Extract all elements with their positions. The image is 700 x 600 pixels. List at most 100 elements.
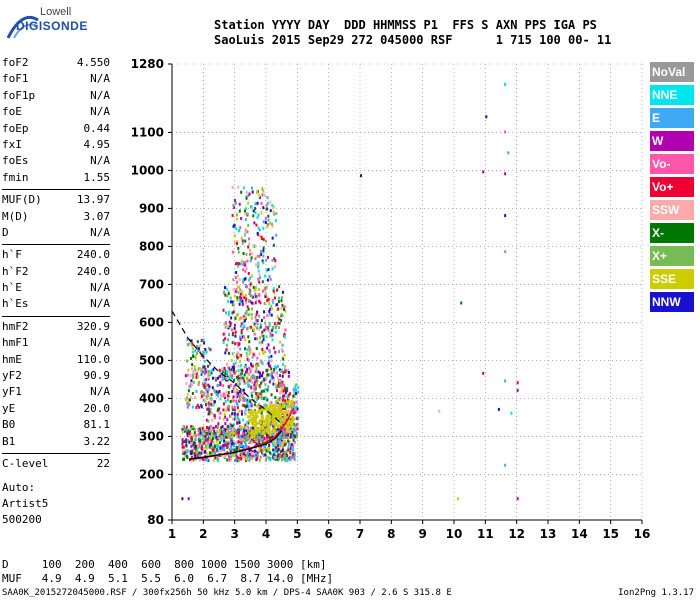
echo-point [255, 263, 258, 267]
echo-point [203, 449, 206, 453]
echo-point [186, 434, 189, 438]
echo-point [205, 402, 208, 406]
echo-point [250, 386, 253, 390]
echo-point [264, 377, 267, 381]
param-value: 4.550 [76, 56, 110, 69]
echo-point [252, 209, 255, 213]
echo-point [185, 428, 188, 432]
echo-point [236, 298, 239, 302]
echo-point [246, 398, 249, 402]
echo-point [280, 306, 283, 310]
echo-point [258, 459, 261, 463]
echo-point-sse [263, 406, 267, 410]
echo-point [206, 407, 209, 411]
echo-point [222, 308, 225, 312]
echo-point [252, 352, 255, 356]
echo-point [204, 370, 207, 374]
echo-point [296, 427, 299, 431]
echo-point [247, 421, 250, 425]
echo-point [202, 439, 205, 443]
echo-point [256, 435, 259, 439]
echo-point [297, 385, 300, 389]
echo-point [222, 392, 225, 396]
echo-point [227, 453, 230, 457]
echo-point [246, 348, 249, 352]
echo-point [283, 427, 286, 431]
echo-point [214, 451, 217, 455]
echo-point [239, 347, 242, 351]
echo-point [238, 443, 241, 447]
echo-point [275, 403, 278, 407]
echo-point [181, 445, 184, 449]
echo-point [223, 332, 226, 336]
echo-point [287, 426, 290, 430]
echo-point [256, 356, 259, 360]
echo-point-sse [262, 420, 266, 424]
echo-point [216, 426, 219, 430]
echo-point [189, 385, 192, 389]
echo-point [242, 432, 245, 436]
echo-point-sse [290, 415, 294, 419]
echo-point [191, 346, 194, 350]
echo-point [257, 269, 260, 273]
echo-point [215, 448, 218, 452]
echo-point [272, 424, 275, 428]
echo-point [181, 430, 184, 434]
echo-point [275, 330, 278, 334]
param-value: N/A [90, 336, 110, 350]
echo-point [232, 288, 235, 292]
echo-point [234, 428, 237, 432]
echo-point [263, 447, 266, 451]
echo-point [222, 402, 225, 406]
echo-point-sse [267, 422, 271, 426]
isolated-echo [504, 214, 507, 218]
echo-point [284, 450, 287, 454]
echo-point [245, 195, 248, 199]
echo-point [246, 401, 249, 405]
dashed-curve [171, 310, 284, 426]
echo-point [276, 303, 279, 307]
echo-point [259, 276, 262, 280]
echo-point [286, 433, 289, 437]
echo-point [244, 283, 247, 287]
echo-point [242, 278, 245, 282]
echo-point [251, 457, 254, 461]
x-tick-label: 13 [540, 527, 557, 541]
echo-point [273, 370, 276, 374]
echo-point [243, 278, 246, 282]
echo-point [277, 434, 280, 438]
echo-point [253, 454, 256, 458]
echo-point [181, 440, 184, 444]
echo-point [237, 364, 240, 368]
echo-point [286, 394, 289, 398]
auto-label: Auto: [2, 481, 36, 494]
echo-point [232, 302, 235, 306]
echo-point [237, 429, 240, 433]
x-tick-label: 7 [356, 527, 364, 541]
echo-point [237, 344, 240, 348]
echo-point [292, 394, 295, 398]
echo-point [267, 268, 270, 272]
echo-point [262, 351, 265, 355]
echo-point-sse [289, 420, 293, 424]
echo-point [187, 402, 190, 406]
echo-point [203, 341, 206, 345]
echo-point [239, 425, 242, 429]
echo-point [236, 456, 239, 460]
echo-point [263, 389, 266, 393]
echo-point [275, 372, 278, 376]
echo-point [186, 396, 189, 400]
echo-point [254, 295, 257, 299]
echo-point [209, 434, 212, 438]
echo-point [247, 358, 250, 362]
echo-point [260, 319, 263, 323]
echo-point [224, 435, 227, 439]
echo-point-sse [279, 422, 283, 426]
echo-point [233, 444, 236, 448]
echo-point [196, 455, 199, 459]
echo-point [261, 187, 264, 191]
echo-point [225, 370, 228, 374]
echo-point [272, 448, 275, 452]
echo-point [247, 437, 250, 441]
echo-point [253, 387, 256, 391]
